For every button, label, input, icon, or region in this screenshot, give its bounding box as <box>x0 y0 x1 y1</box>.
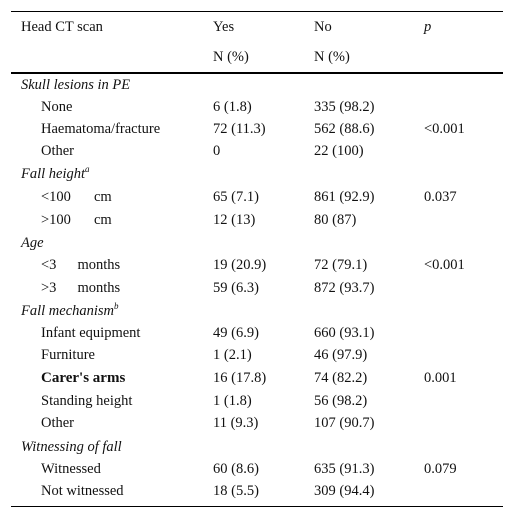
row-yes: 12 (13) <box>213 212 256 228</box>
row-p: <0.001 <box>424 257 465 273</box>
section-title: Fall heighta <box>21 165 90 183</box>
section-title-text: Fall height <box>21 166 86 182</box>
row-label: Carer's arms <box>41 370 126 386</box>
footnote-marker: a <box>85 164 90 174</box>
row-no: 72 (79.1) <box>314 257 368 273</box>
header-bottom-rule <box>11 72 503 74</box>
section-title: Fall mechanismb <box>21 302 119 320</box>
row-no: 872 (93.7) <box>314 280 375 296</box>
row-label: <3 months <box>41 256 120 274</box>
row-yes: 60 (8.6) <box>213 461 259 477</box>
row-yes: 65 (7.1) <box>213 189 259 205</box>
section-title-text: Witnessing of fall <box>21 439 122 455</box>
section-title-text: Age <box>21 235 44 251</box>
row-label-value: >3 <box>41 280 57 296</box>
row-yes: 1 (1.8) <box>213 393 252 409</box>
row-no: 660 (93.1) <box>314 325 375 341</box>
header-no-unit: N (%) <box>314 48 350 66</box>
row-label: >100 cm <box>41 211 112 229</box>
row-yes: 11 (9.3) <box>213 415 259 431</box>
row-label: Standing height <box>41 393 133 409</box>
section-title: Skull lesions in PE <box>21 76 130 94</box>
row-no: 46 (97.9) <box>314 347 368 363</box>
row-label: <100 cm <box>41 188 112 206</box>
row-no: 309 (94.4) <box>314 483 375 499</box>
row-no: 107 (90.7) <box>314 415 375 431</box>
footnote-marker: b <box>114 301 119 311</box>
row-no: 335 (98.2) <box>314 99 375 115</box>
row-label: Witnessed <box>41 461 101 477</box>
row-yes: 19 (20.9) <box>213 257 267 273</box>
row-yes: 6 (1.8) <box>213 99 252 115</box>
row-no: 80 (87) <box>314 212 357 228</box>
row-label-value: >100 <box>41 212 71 228</box>
row-yes: 59 (6.3) <box>213 280 259 296</box>
row-label-value: <100 <box>41 189 71 205</box>
row-no: 635 (91.3) <box>314 461 375 477</box>
header-col-no: No <box>314 19 332 35</box>
row-yes: 16 (17.8) <box>213 370 267 386</box>
row-p: 0.001 <box>424 370 457 386</box>
row-label: Haematoma/fracture <box>41 121 161 137</box>
header-no-unit-text: N (%) <box>314 49 350 65</box>
header-yes-unit-text: N (%) <box>213 49 249 65</box>
row-no: 22 (100) <box>314 143 364 159</box>
table-top-rule <box>11 11 503 12</box>
row-yes: 1 (2.1) <box>213 347 252 363</box>
row-label: Infant equipment <box>41 325 141 341</box>
row-no: 861 (92.9) <box>314 189 375 205</box>
row-yes: 49 (6.9) <box>213 325 259 341</box>
row-label-unit: months <box>77 257 121 273</box>
table-bottom-rule <box>11 506 503 507</box>
section-title-text: Fall mechanism <box>21 303 115 319</box>
section-title-text: Skull lesions in PE <box>21 77 131 93</box>
header-col-p: p <box>424 19 432 35</box>
row-p: 0.037 <box>424 189 457 205</box>
row-label: Furniture <box>41 347 95 363</box>
row-label-unit: cm <box>93 189 112 205</box>
header-yes-unit: N (%) <box>213 48 249 66</box>
row-label: Not witnessed <box>41 483 124 499</box>
header-col-yes: Yes <box>213 19 235 35</box>
row-no: 562 (88.6) <box>314 121 375 137</box>
section-title: Witnessing of fall <box>21 438 122 456</box>
row-label-unit: cm <box>93 212 112 228</box>
header-col-ct: Head CT scan <box>21 19 103 35</box>
row-yes: 0 <box>213 143 221 159</box>
row-no: 74 (82.2) <box>314 370 368 386</box>
section-title: Age <box>21 234 44 252</box>
row-label: Other <box>41 143 75 159</box>
row-label: Other <box>41 415 75 431</box>
row-p: 0.079 <box>424 461 457 477</box>
row-label-unit: months <box>77 280 121 296</box>
row-label: >3 months <box>41 279 120 297</box>
row-label-value: <3 <box>41 257 57 273</box>
row-yes: 18 (5.5) <box>213 483 259 499</box>
row-label: None <box>41 99 73 115</box>
row-yes: 72 (11.3) <box>213 121 266 137</box>
row-no: 56 (98.2) <box>314 393 368 409</box>
row-p: <0.001 <box>424 121 465 137</box>
